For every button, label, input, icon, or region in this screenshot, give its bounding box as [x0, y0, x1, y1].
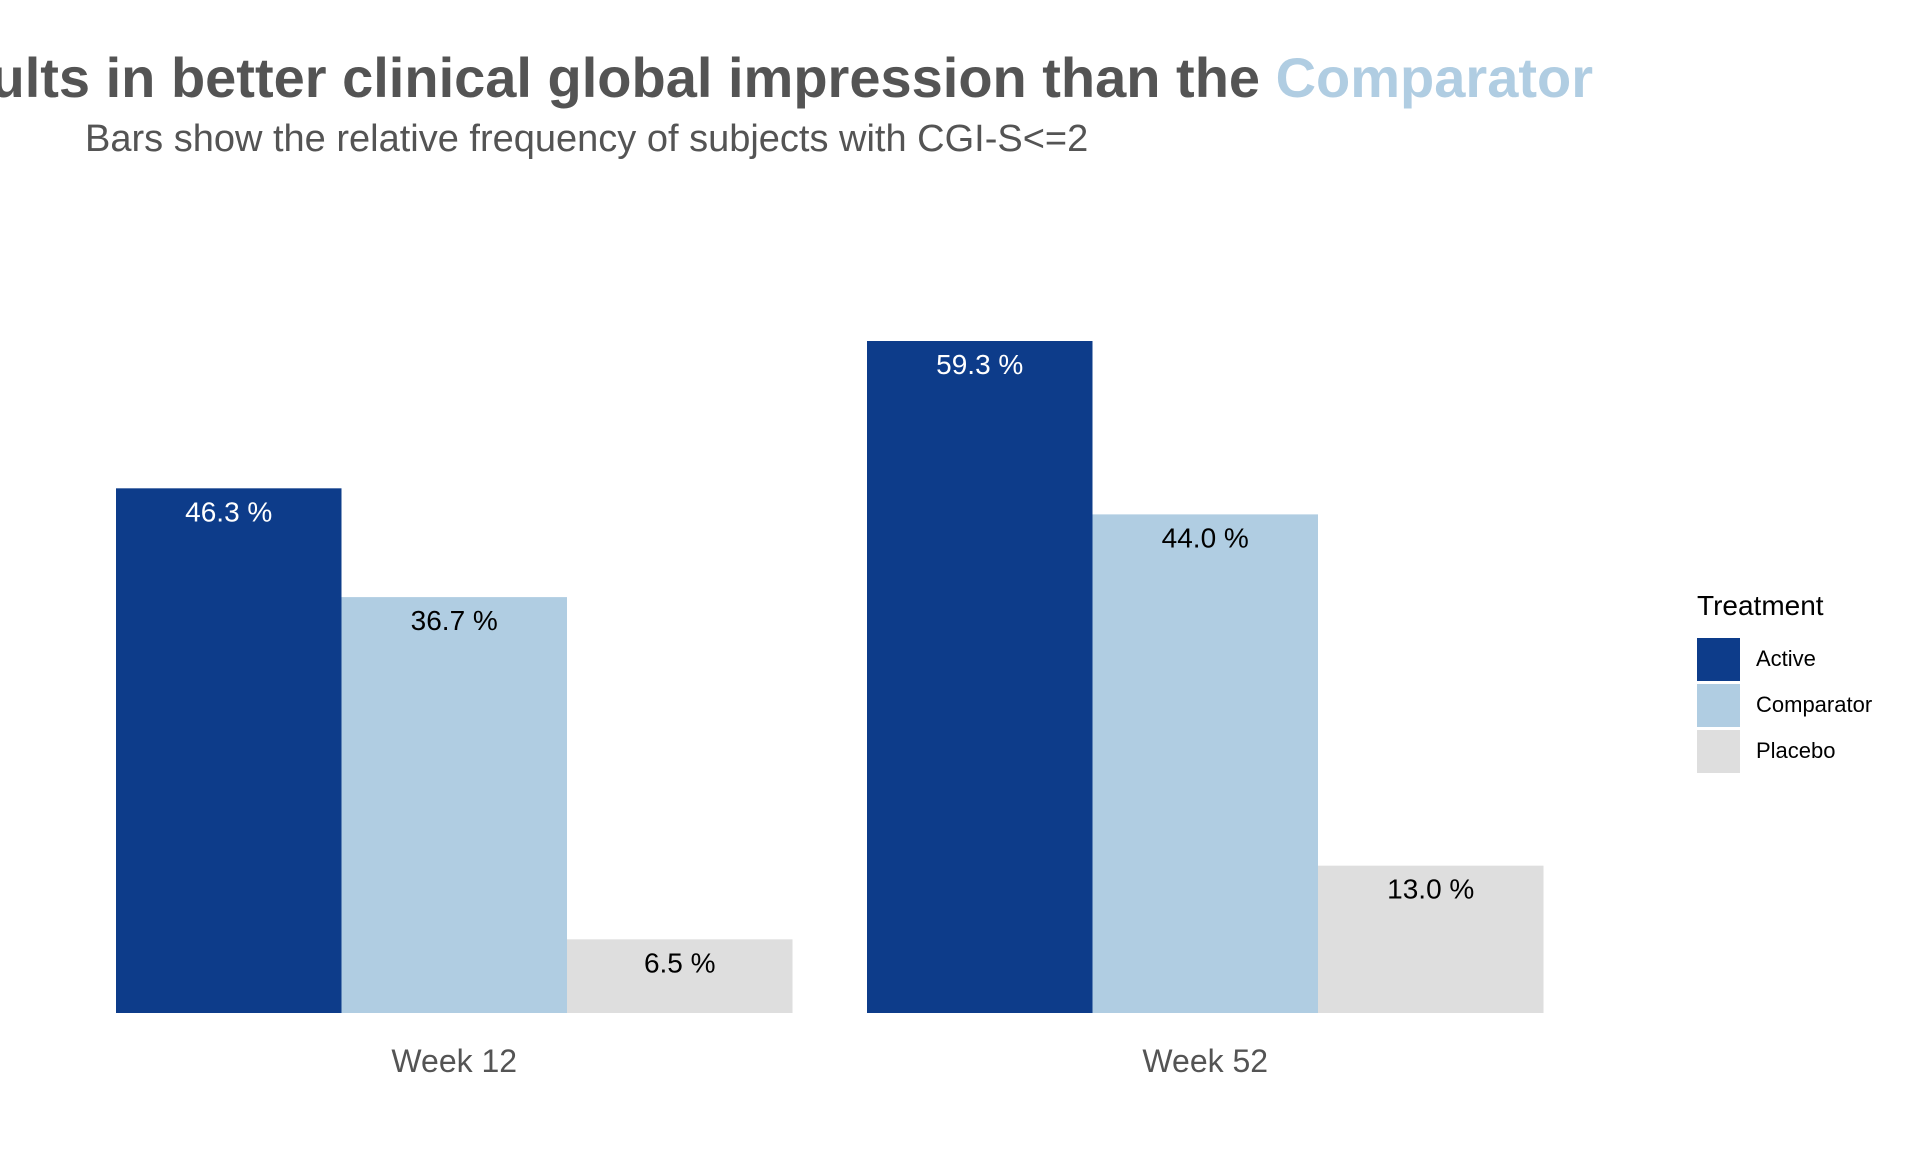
bar-comparator-week-12: [341, 597, 567, 1013]
legend-label-comparator: Comparator: [1756, 692, 1873, 717]
bar-active-week-12: [116, 488, 342, 1013]
chart-title-text: esults in better clinical global impress…: [0, 46, 1276, 109]
data-label-placebo-week-52: 13.0 %: [1387, 874, 1474, 905]
legend-item-active: Active: [1697, 636, 1872, 682]
legend: Treatment Active Comparator Placebo: [1697, 590, 1872, 774]
data-label-comparator-week-52: 44.0 %: [1162, 522, 1249, 553]
legend-label-active: Active: [1756, 646, 1816, 671]
chart-title: esults in better clinical global impress…: [0, 44, 1593, 112]
chart-title-highlight: Comparator: [1275, 46, 1593, 109]
bar-placebo-week-52: [1318, 865, 1544, 1013]
legend-item-comparator: Comparator: [1697, 682, 1872, 728]
data-label-comparator-week-12: 36.7 %: [411, 605, 498, 636]
legend-title: Treatment: [1697, 590, 1824, 621]
legend-key-active: [1697, 637, 1740, 681]
data-label-active-week-52: 59.3 %: [936, 349, 1023, 380]
legend-label-placebo: Placebo: [1756, 738, 1836, 763]
bar-active-week-52: [867, 341, 1093, 1013]
legend-items: Active Comparator Placebo: [1697, 636, 1872, 774]
data-label-active-week-12: 46.3 %: [185, 496, 272, 527]
x-axis-tick-labels: Week 12 Week 52: [391, 1043, 1268, 1079]
legend-key-placebo: [1697, 729, 1740, 773]
x-tick-week-12: Week 12: [391, 1043, 517, 1079]
data-label-placebo-week-12: 6.5 %: [644, 947, 716, 978]
bar-comparator-week-52: [1092, 514, 1318, 1013]
legend-item-placebo: Placebo: [1697, 728, 1872, 774]
bar-placebo-week-12: [567, 939, 793, 1013]
data-labels-layer: 46.3 % 36.7 % 6.5 % 59.3 % 44.0 % 13.0 %: [185, 349, 1474, 978]
x-tick-week-52: Week 52: [1142, 1043, 1268, 1079]
chart-subtitle: Bars show the relative frequency of subj…: [85, 118, 1089, 160]
legend-key-comparator: [1697, 683, 1740, 727]
bars-layer: [116, 341, 1544, 1013]
